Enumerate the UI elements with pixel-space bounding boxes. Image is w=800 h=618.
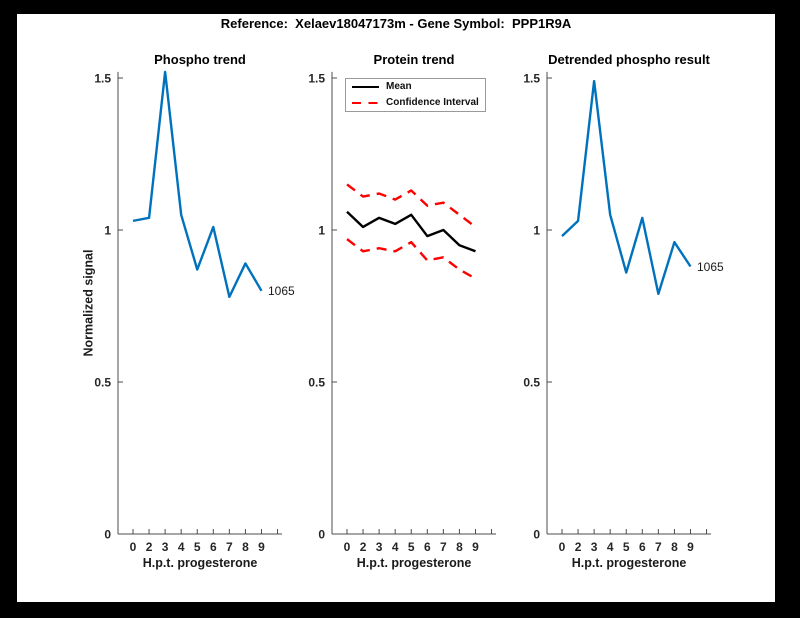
svg-text:4: 4 bbox=[178, 540, 185, 554]
svg-text:0.5: 0.5 bbox=[523, 375, 540, 389]
svg-text:6: 6 bbox=[424, 540, 431, 554]
subplot-detrended-title: Detrended phospho result bbox=[548, 52, 710, 67]
series-end-annotation: 1065 bbox=[268, 284, 295, 298]
series-mean bbox=[346, 210, 476, 253]
svg-text:7: 7 bbox=[655, 540, 662, 554]
svg-text:8: 8 bbox=[671, 540, 678, 554]
svg-text:4: 4 bbox=[607, 540, 614, 554]
svg-text:3: 3 bbox=[162, 540, 169, 554]
subplot-protein-x-axis-label: H.p.t. progesterone bbox=[356, 556, 472, 570]
legend-entry-mean: Mean bbox=[352, 81, 485, 94]
svg-text:1: 1 bbox=[533, 223, 540, 237]
series-confidence-interval-upper bbox=[346, 183, 477, 228]
y-axis-label: Normalized signal bbox=[81, 249, 96, 357]
subplot-phospho-title: Phospho trend bbox=[154, 52, 246, 67]
svg-text:1: 1 bbox=[104, 223, 111, 237]
figure-title: Reference: Xelaev18047173m - Gene Symbol… bbox=[220, 16, 572, 31]
svg-text:9: 9 bbox=[687, 540, 694, 554]
svg-text:8: 8 bbox=[242, 540, 249, 554]
svg-text:0: 0 bbox=[533, 527, 540, 541]
svg-text:2: 2 bbox=[360, 540, 367, 554]
svg-text:0.5: 0.5 bbox=[308, 375, 325, 389]
svg-text:0: 0 bbox=[104, 527, 111, 541]
svg-text:8: 8 bbox=[456, 540, 463, 554]
svg-text:5: 5 bbox=[408, 540, 415, 554]
svg-text:1.5: 1.5 bbox=[523, 71, 540, 85]
svg-text:2: 2 bbox=[575, 540, 582, 554]
series-detrended-phospho-signal bbox=[561, 79, 692, 296]
subplot-protein-title: Protein trend bbox=[373, 52, 455, 67]
legend-confidence-interval-label: Confidence Interval bbox=[386, 97, 479, 108]
series-confidence-interval-lower bbox=[346, 238, 477, 280]
series-phospho-signal bbox=[132, 70, 263, 299]
subplot-phospho-x-axis-label: H.p.t. progesterone bbox=[142, 556, 258, 570]
figure-background bbox=[17, 14, 775, 602]
svg-text:5: 5 bbox=[194, 540, 201, 554]
svg-text:2: 2 bbox=[146, 540, 153, 554]
svg-text:7: 7 bbox=[226, 540, 233, 554]
svg-text:6: 6 bbox=[639, 540, 646, 554]
svg-text:7: 7 bbox=[440, 540, 447, 554]
mean-line-icon bbox=[352, 85, 379, 89]
series-end-annotation: 1065 bbox=[697, 260, 724, 274]
svg-text:3: 3 bbox=[376, 540, 383, 554]
svg-text:4: 4 bbox=[392, 540, 399, 554]
svg-text:1.5: 1.5 bbox=[308, 71, 325, 85]
svg-text:9: 9 bbox=[472, 540, 479, 554]
svg-text:6: 6 bbox=[210, 540, 217, 554]
svg-text:0: 0 bbox=[318, 527, 325, 541]
legend: Mean Confidence Interval bbox=[345, 78, 486, 112]
svg-text:1.5: 1.5 bbox=[94, 71, 111, 85]
svg-text:9: 9 bbox=[258, 540, 265, 554]
svg-text:0: 0 bbox=[559, 540, 566, 554]
legend-mean-label: Mean bbox=[386, 81, 412, 92]
confidence-interval-line-icon bbox=[352, 101, 379, 105]
svg-text:0: 0 bbox=[344, 540, 351, 554]
svg-text:3: 3 bbox=[591, 540, 598, 554]
subplot-detrended-x-axis-label: H.p.t. progesterone bbox=[571, 556, 687, 570]
svg-text:0: 0 bbox=[130, 540, 137, 554]
svg-text:0.5: 0.5 bbox=[94, 375, 111, 389]
legend-entry-confidence-interval: Confidence Interval bbox=[352, 97, 485, 110]
svg-text:1: 1 bbox=[318, 223, 325, 237]
svg-text:5: 5 bbox=[623, 540, 630, 554]
